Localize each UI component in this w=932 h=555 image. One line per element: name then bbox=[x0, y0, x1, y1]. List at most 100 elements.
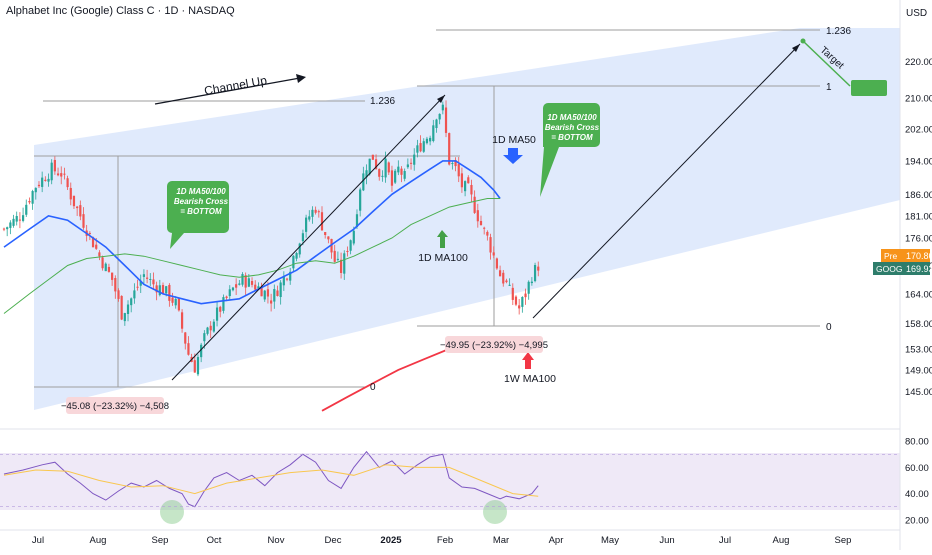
candle-body bbox=[2, 228, 6, 230]
candle-body bbox=[18, 219, 21, 221]
candle-body bbox=[305, 217, 308, 232]
candle-body bbox=[511, 287, 514, 300]
annotation-1: 1.236 bbox=[370, 96, 395, 107]
candle-body bbox=[301, 233, 305, 242]
candle-body bbox=[327, 236, 330, 240]
candle-body bbox=[228, 289, 231, 297]
candle-body bbox=[212, 321, 215, 332]
x-tick-6: 2025 bbox=[380, 535, 402, 546]
x-tick-0: Jul bbox=[32, 535, 44, 546]
candle-body bbox=[111, 272, 114, 280]
rsi-tick-0: 20.00 bbox=[905, 515, 929, 526]
measure-box-2 bbox=[445, 336, 543, 353]
candle-body bbox=[263, 290, 266, 300]
candle-body bbox=[222, 297, 225, 311]
candle-body bbox=[349, 240, 352, 251]
candle-body bbox=[419, 143, 422, 152]
candle-body bbox=[409, 162, 413, 164]
candle-body bbox=[238, 283, 241, 285]
target-arrow bbox=[532, 43, 801, 319]
chart-title: Alphabet Inc (Google) Class C · 1D · NAS… bbox=[6, 5, 235, 17]
y-tick-10: 202.00 bbox=[905, 124, 932, 135]
candle-body bbox=[95, 244, 98, 249]
candle-body bbox=[53, 159, 56, 172]
rsi-lines bbox=[3, 450, 539, 508]
pre-price-box bbox=[881, 249, 930, 262]
candle-body bbox=[483, 227, 486, 229]
measure-box-1 bbox=[66, 397, 164, 414]
candle-body bbox=[257, 286, 260, 289]
candle-body bbox=[514, 296, 518, 305]
target-arrow-head bbox=[792, 44, 800, 52]
candle-body bbox=[464, 181, 467, 192]
time-axis[interactable]: Jul Aug Sep Oct Nov Dec 2025 Feb Mar Apr May Jun Jul… bbox=[32, 535, 852, 546]
x-tick-3: Oct bbox=[207, 535, 222, 546]
candle-body bbox=[104, 263, 107, 272]
candle-body bbox=[508, 284, 511, 286]
candle-body bbox=[365, 170, 368, 178]
candle-body bbox=[451, 163, 454, 165]
candle-body bbox=[324, 232, 327, 235]
candle-body bbox=[12, 218, 15, 226]
candle-body bbox=[355, 214, 359, 227]
candle-body bbox=[486, 231, 489, 236]
candle-body bbox=[413, 154, 416, 165]
candle-body bbox=[279, 282, 282, 298]
candle-body bbox=[196, 357, 200, 375]
candle-body bbox=[187, 343, 190, 355]
rsi-tick-3: 80.00 bbox=[905, 437, 929, 448]
x-tick-14: Sep bbox=[835, 535, 852, 546]
price-tag-label-0: Pre bbox=[884, 251, 898, 261]
candle-body bbox=[88, 232, 91, 234]
rally-arrow-1-head bbox=[437, 95, 445, 103]
candle-body bbox=[161, 285, 165, 294]
candle-body bbox=[15, 216, 18, 222]
candle-body bbox=[295, 253, 298, 259]
annotation-0: Channel Up bbox=[203, 73, 268, 98]
x-tick-12: Jul bbox=[719, 535, 731, 546]
candle-body bbox=[289, 271, 292, 281]
x-tick-10: May bbox=[601, 535, 619, 546]
candle-body bbox=[339, 259, 343, 273]
candle-body bbox=[6, 227, 9, 230]
candle-body bbox=[69, 187, 72, 200]
note-box-2 bbox=[540, 103, 600, 197]
candle-body bbox=[387, 162, 390, 173]
ma50-arrow bbox=[503, 148, 523, 164]
candle-body bbox=[165, 286, 168, 294]
candle-body bbox=[184, 332, 187, 344]
candle-body bbox=[416, 145, 419, 153]
note-0-line-1: Bearish Cross bbox=[174, 197, 229, 206]
annotation-2: 1 bbox=[826, 82, 832, 93]
candle-body bbox=[384, 158, 387, 178]
candle-body bbox=[292, 255, 295, 269]
candle-body bbox=[168, 284, 171, 301]
candle-body bbox=[250, 281, 254, 285]
x-tick-9: Apr bbox=[549, 535, 564, 546]
annotation-4: 1.236 bbox=[826, 26, 851, 37]
candle-body bbox=[476, 210, 479, 222]
candle-body bbox=[533, 265, 537, 282]
candle-body bbox=[422, 141, 425, 152]
candle-body bbox=[56, 173, 60, 176]
candle-body bbox=[362, 173, 365, 191]
candle-body bbox=[91, 237, 95, 248]
candle-body bbox=[158, 285, 161, 296]
candle-body bbox=[209, 325, 212, 331]
annotation-8: 1W MA100 bbox=[504, 373, 556, 385]
candle-body bbox=[308, 216, 311, 220]
x-tick-2: Sep bbox=[152, 535, 169, 546]
x-tick-5: Dec bbox=[325, 535, 342, 546]
price-tag-value-1: 169.93 bbox=[906, 264, 932, 274]
y-tick-9: 194.00 bbox=[905, 156, 932, 167]
candle-body bbox=[473, 196, 476, 213]
currency-label: USD bbox=[906, 8, 928, 19]
candle-body bbox=[266, 289, 270, 297]
candle-body bbox=[9, 222, 12, 228]
candle-body bbox=[505, 280, 508, 283]
candle-body bbox=[193, 360, 196, 373]
candle-body bbox=[298, 243, 301, 255]
candle-body bbox=[142, 274, 146, 277]
